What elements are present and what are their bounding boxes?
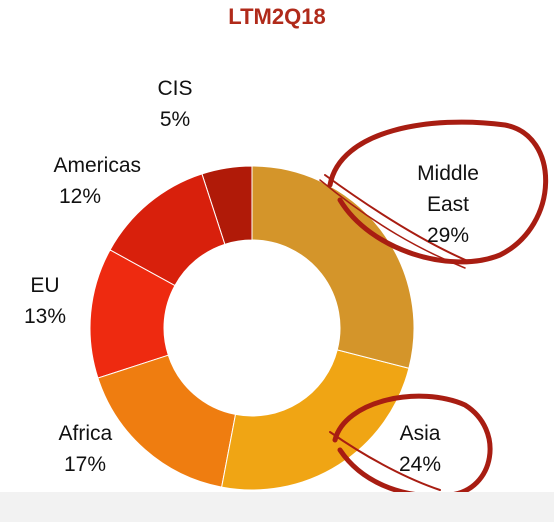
swirl: [327, 119, 549, 265]
slice: [89, 249, 176, 379]
swirl: [332, 393, 493, 499]
swirl: [319, 179, 466, 269]
value-label: 12%: [58, 185, 102, 208]
category-name: Americas: [53, 154, 142, 177]
footer-band: [0, 492, 554, 522]
value-label: 5%: [159, 108, 191, 131]
slice: [251, 165, 415, 369]
value-label: 24%: [398, 453, 442, 476]
swirl: [324, 174, 471, 263]
category-name: Asia: [399, 422, 441, 445]
slice: [97, 354, 237, 488]
slice-label: Africa 17%: [58, 418, 113, 480]
category-name: Africa: [58, 422, 113, 445]
slice-label: Middle East 29%: [406, 158, 490, 251]
slice-label: Americas 12%: [53, 150, 142, 212]
slice-label: CIS 5%: [149, 73, 202, 135]
swirl: [329, 431, 441, 491]
value-label: 29%: [426, 224, 470, 247]
chart-title: LTM2Q18: [228, 4, 326, 29]
category-name: Middle East: [417, 162, 479, 216]
value-label: 17%: [63, 453, 107, 476]
slice: [221, 349, 410, 491]
slice-label: EU 13%: [19, 270, 72, 332]
category-name: EU: [30, 274, 60, 297]
slice: [109, 173, 226, 287]
slice-label: Asia 24%: [394, 418, 447, 480]
value-label: 13%: [23, 305, 67, 328]
category-name: CIS: [157, 77, 193, 100]
